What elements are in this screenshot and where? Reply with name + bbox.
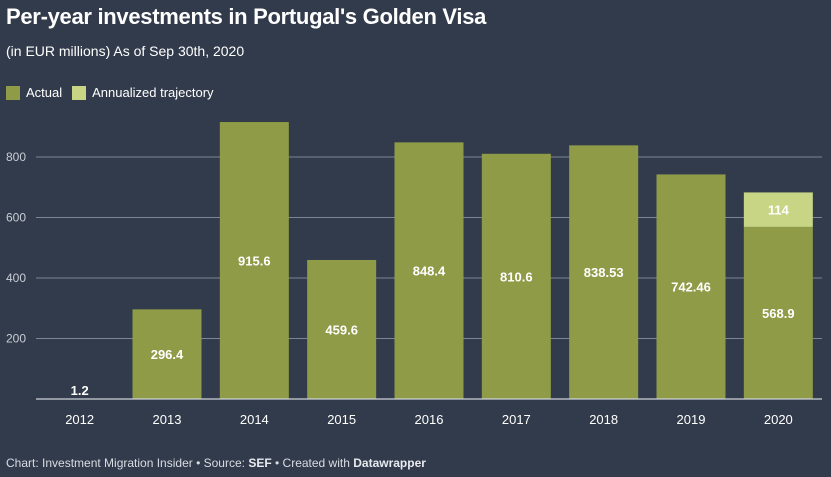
legend-label-annualized: Annualized trajectory — [92, 85, 214, 100]
bar-2020-annualized — [743, 192, 813, 227]
x-tick-label-2020: 2020 — [764, 412, 793, 427]
y-tick-label-200: 200 — [6, 332, 26, 346]
bar-2020-actual — [743, 226, 813, 399]
bar-label-2018-actual: 838.53 — [584, 265, 624, 280]
y-tick-label-600: 600 — [6, 211, 26, 225]
footer-created: • Created with — [271, 456, 354, 470]
bar-label-2020-annualized: 114 — [768, 203, 790, 218]
bar-2015-actual — [307, 259, 377, 399]
chart-footer: Chart: Investment Migration Insider • So… — [6, 456, 426, 470]
legend-item-annualized: Annualized trajectory — [72, 85, 214, 100]
x-tick-label-2018: 2018 — [589, 412, 618, 427]
legend-swatch-annualized — [72, 85, 87, 100]
chart-subtitle: (in EUR millions) As of Sep 30th, 2020 — [6, 43, 245, 59]
x-tick-label-2015: 2015 — [327, 412, 356, 427]
bar-2017-actual — [481, 153, 551, 399]
bar-label-2013-actual: 296.4 — [151, 347, 184, 362]
bar-label-2012-actual: 1.2 — [71, 383, 89, 398]
bar-2014-actual — [219, 122, 289, 399]
chart-title: Per-year investments in Portugal's Golde… — [6, 4, 487, 29]
x-tick-label-2019: 2019 — [677, 412, 706, 427]
legend-swatch-actual — [6, 85, 20, 100]
y-tick-label-400: 400 — [6, 271, 26, 285]
x-tick-label-2012: 2012 — [65, 412, 94, 427]
x-tick-label-2013: 2013 — [153, 412, 182, 427]
x-tick-label-2017: 2017 — [502, 412, 531, 427]
bar-2019-actual — [656, 174, 726, 399]
bar-label-2020-actual: 568.9 — [762, 306, 795, 321]
footer-tool: Datawrapper — [353, 456, 426, 470]
bar-label-2016-actual: 848.4 — [413, 264, 446, 279]
x-tick-label-2014: 2014 — [240, 412, 269, 427]
bar-2016-actual — [394, 142, 464, 399]
bar-label-2017-actual: 810.6 — [500, 269, 533, 284]
legend-item-actual: Actual — [6, 85, 62, 100]
bar-label-2015-actual: 459.6 — [325, 322, 358, 337]
x-tick-label-2016: 2016 — [415, 412, 444, 427]
bar-label-2019-actual: 742.46 — [671, 280, 711, 295]
bar-2013-actual — [132, 309, 202, 399]
bar-label-2014-actual: 915.6 — [238, 254, 271, 269]
footer-source: SEF — [248, 456, 272, 470]
legend-label-actual: Actual — [26, 85, 63, 100]
y-tick-label-800: 800 — [6, 150, 26, 164]
footer-credit: Chart: Investment Migration Insider • So… — [6, 456, 249, 470]
bar-2018-actual — [569, 145, 639, 399]
chart-legend: Actual Annualized trajectory — [6, 85, 224, 100]
